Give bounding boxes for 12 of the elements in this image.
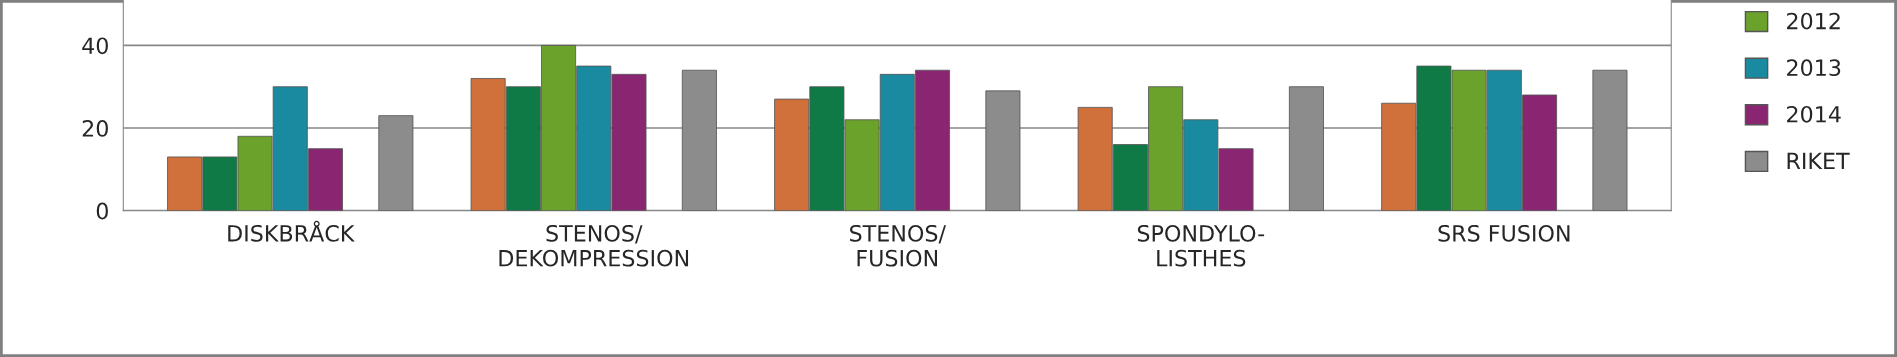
x-tick-label: SRS FUSION <box>1438 224 1570 242</box>
x-tick-label: DISKBRÅCK <box>228 220 355 242</box>
y-tick-label: 0 <box>96 202 108 220</box>
x-tick-label: SPONDYLO- LISTHES <box>1137 224 1265 267</box>
y-tick-label: 20 <box>82 119 108 137</box>
legend-label: 2013 <box>1787 59 1841 77</box>
legend-label: RIKET <box>1787 152 1850 169</box>
y-tick-label: 40 <box>82 37 108 55</box>
legend-label: 2014 <box>1787 105 1841 123</box>
x-tick-label: STENOS/ FUSION <box>850 224 946 267</box>
x-tick-label: STENOS/ DEKOMPRESSION <box>499 224 689 267</box>
legend-label: 2012 <box>1787 12 1840 30</box>
